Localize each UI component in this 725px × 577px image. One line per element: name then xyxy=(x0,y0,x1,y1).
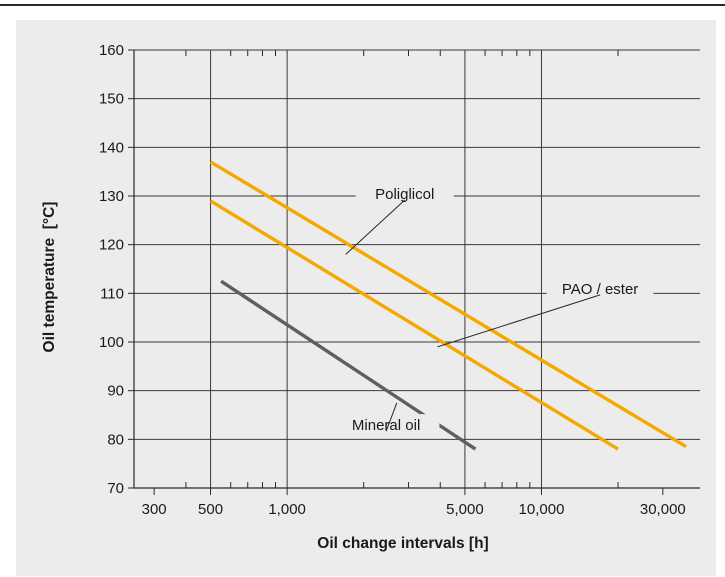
y-tick-label-90: 90 xyxy=(107,383,124,400)
y-tick-label-150: 150 xyxy=(99,91,124,108)
annotation-label-mineral-oil: Mineral oil xyxy=(352,417,420,434)
annotation-leader-mineral-oil xyxy=(385,402,398,432)
y-tick-label-140: 140 xyxy=(99,139,124,156)
top-rule xyxy=(0,4,725,6)
annotation-leader-poliglicol xyxy=(345,199,406,255)
series-line-poliglicol xyxy=(209,160,687,449)
x-axis-title: Oil change intervals [h] xyxy=(317,535,488,552)
annotation-bg-poliglicol xyxy=(355,183,454,203)
y-tick-label-160: 160 xyxy=(99,42,124,59)
x-tick-label-1000: 1,000 xyxy=(268,501,306,518)
x-tick-label-300: 300 xyxy=(142,501,167,518)
series-line-pao-ester xyxy=(209,199,619,451)
y-axis-title: Oil temperature [°C] xyxy=(41,202,58,353)
annotation-label-poliglicol: Poliglicol xyxy=(375,186,434,203)
y-tick-label-130: 130 xyxy=(99,188,124,205)
y-tick-label-110: 110 xyxy=(100,285,124,302)
x-tick-label-5000: 5,000 xyxy=(446,501,484,518)
chart-panel: 70 80 90 100 110 120 130 140 150 160 300 500 1,000 5,… xyxy=(16,20,716,576)
y-tick-label-80: 80 xyxy=(107,431,124,448)
annotation-leader-pao-ester xyxy=(437,294,601,348)
annotation-label-pao-ester: PAO / ester xyxy=(562,281,638,298)
y-tick-label-70: 70 xyxy=(107,480,124,497)
x-tick-label-30000: 30,000 xyxy=(640,501,686,518)
x-tick-label-10000: 10,000 xyxy=(519,501,565,518)
oil-change-chart: 70 80 90 100 110 120 130 140 150 160 300 500 1,000 5,… xyxy=(41,42,700,552)
y-tick-label-120: 120 xyxy=(99,237,124,254)
x-tick-label-500: 500 xyxy=(198,501,223,518)
annotation-bg-mineral-oil xyxy=(332,414,440,435)
annotation-bg-pao-ester xyxy=(546,277,654,298)
y-tick-label-100: 100 xyxy=(99,334,124,351)
